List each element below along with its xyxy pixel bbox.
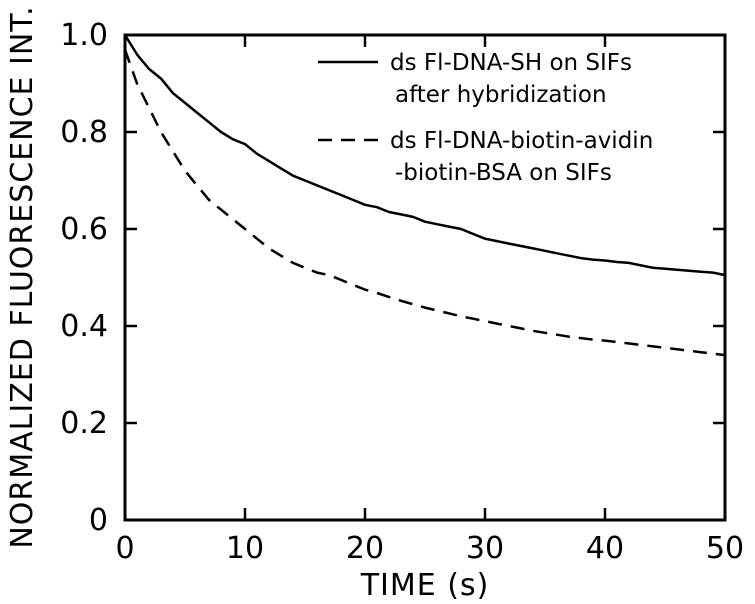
y-tick-label: 0.8 [60,115,108,150]
y-axis-title: NORMALIZED FLUORESCENCE INT. [5,5,40,548]
x-tick-label: 30 [466,531,504,566]
series-line-1 [123,34,726,277]
legend-label-2: ds Fl-DNA-biotin-avidin [390,128,653,154]
tick-labels: 0 10 20 30 40 50 0 0.2 0.4 0.6 0.8 1.0 [60,18,744,566]
x-tick-label: 20 [346,531,384,566]
legend: ds Fl-DNA-SH on SIFs after hybridization d… [318,50,653,186]
x-tick-label: 10 [226,531,264,566]
y-tick-label: 0.2 [60,406,108,441]
axis-ticks [125,35,725,520]
x-tick-label: 40 [586,531,624,566]
y-tick-label: 0 [89,503,108,538]
x-axis-title: TIME (s) [360,568,490,603]
y-tick-label: 0.4 [60,309,108,344]
series-layer [123,34,726,357]
x-tick-label: 50 [706,531,744,566]
legend-label-1: ds Fl-DNA-SH on SIFs [390,50,632,76]
series-line-2 [123,49,726,357]
y-tick-label: 1.0 [60,18,108,53]
legend-label-1: after hybridization [395,82,607,108]
plot-frame [123,33,727,522]
x-tick-label: 0 [115,531,134,566]
y-tick-label: 0.6 [60,212,108,247]
legend-label-2: -biotin-BSA on SIFs [395,160,612,186]
